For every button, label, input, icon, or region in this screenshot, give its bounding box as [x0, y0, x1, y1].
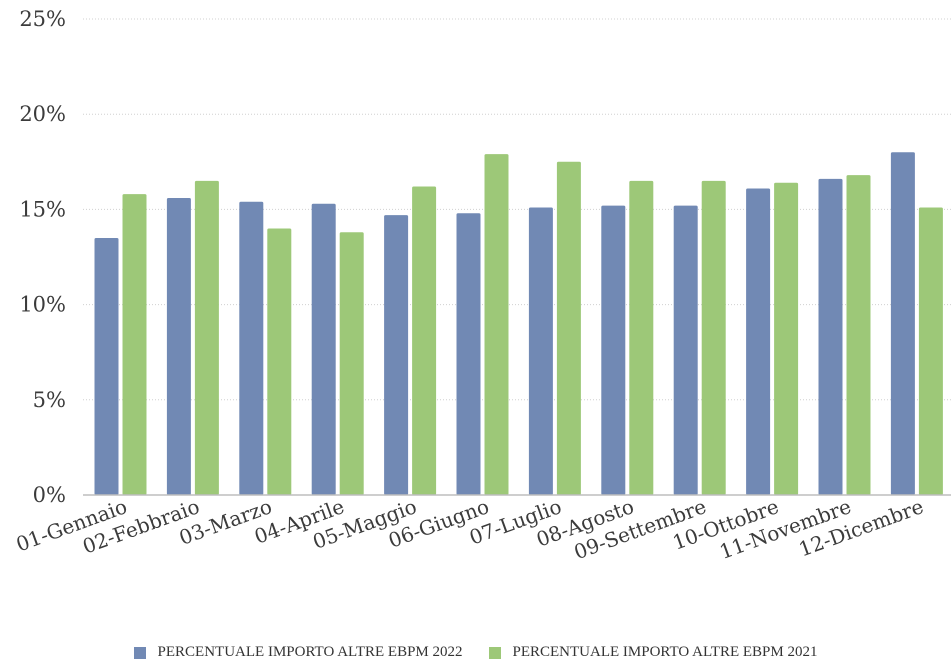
bar-2022 — [94, 237, 119, 495]
y-tick-label: 20% — [19, 102, 66, 126]
bars — [94, 152, 943, 496]
x-axis-labels: 01-Gennaio02-Febbraio03-Marzo04-Aprile05… — [13, 494, 927, 564]
legend-item-2021: PERCENTUALE IMPORTO ALTRE EBPM 2021 — [488, 644, 818, 661]
bar-2022 — [239, 201, 264, 495]
bar-2022 — [890, 152, 915, 495]
legend-item-2022: PERCENTUALE IMPORTO ALTRE EBPM 2022 — [133, 644, 463, 661]
y-tick-label: 15% — [19, 197, 66, 221]
legend-label-2022: PERCENTUALE IMPORTO ALTRE EBPM 2022 — [157, 644, 463, 660]
bar-2021 — [918, 207, 943, 495]
legend-label-2021: PERCENTUALE IMPORTO ALTRE EBPM 2021 — [512, 644, 818, 660]
bar-2021 — [629, 180, 654, 495]
bar-2021 — [122, 194, 147, 495]
bar-2022 — [384, 215, 409, 495]
bar-2021 — [339, 232, 364, 496]
bar-2021 — [846, 175, 871, 496]
bar-2022 — [456, 213, 481, 495]
bar-2021 — [267, 228, 292, 495]
bar-2022 — [166, 197, 191, 495]
bar-2022 — [673, 205, 698, 496]
bar-2021 — [556, 161, 581, 496]
legend-swatch-2022 — [133, 646, 146, 659]
y-tick-label: 10% — [19, 293, 66, 317]
gridlines — [83, 18, 951, 401]
bar-2021 — [484, 154, 509, 495]
y-tick-label: 5% — [33, 388, 66, 412]
bar-2021 — [412, 186, 437, 495]
y-tick-label: 0% — [33, 483, 66, 507]
bar-2021 — [774, 182, 799, 495]
bar-2021 — [194, 180, 219, 495]
legend-swatch-2021 — [488, 646, 501, 659]
bar-2022 — [528, 207, 553, 495]
bar-2022 — [311, 203, 336, 496]
bar-2022 — [601, 205, 626, 496]
bar-2021 — [701, 180, 726, 495]
bar-2022 — [818, 178, 843, 495]
bar-2022 — [746, 188, 771, 495]
y-tick-label: 25% — [19, 7, 66, 31]
y-axis-ticks: 0% 5% 10% 15% 20% 25% — [19, 7, 66, 507]
legend: PERCENTUALE IMPORTO ALTRE EBPM 2022 PERC… — [0, 644, 951, 661]
